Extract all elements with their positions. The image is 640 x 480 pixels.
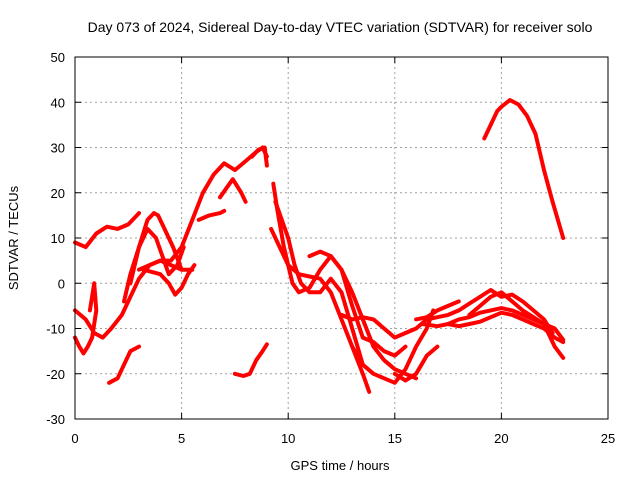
y-tick-label: -10 — [46, 322, 65, 337]
grid — [75, 57, 608, 419]
axis-ticks: 0 5 10 15 20 25 -30 -20 -10 0 10 20 30 40 50 — [46, 50, 615, 446]
y-tick-label: 20 — [51, 186, 65, 201]
y-tick-label: 50 — [51, 50, 65, 65]
x-axis-label: GPS time / hours — [291, 458, 390, 473]
series-arc-15 — [273, 199, 365, 367]
series-arc-01 — [73, 335, 95, 356]
series-arc-07 — [128, 211, 184, 286]
series-arc-19 — [350, 308, 436, 385]
series-arc-12 — [232, 342, 269, 378]
series-arc-10 — [196, 208, 227, 222]
y-tick-label: 30 — [51, 141, 65, 156]
series-arc-03 — [87, 281, 99, 340]
y-tick-label: 0 — [58, 276, 65, 291]
series-arc-13 — [250, 145, 269, 168]
series-arc-09 — [141, 263, 197, 297]
x-tick-label: 15 — [388, 431, 402, 446]
y-tick-label: 10 — [51, 231, 65, 246]
x-tick-label: 20 — [494, 431, 508, 446]
x-tick-label: 0 — [71, 431, 78, 446]
series-arc-05 — [107, 344, 141, 385]
data-series — [73, 98, 566, 394]
series-arc-04 — [73, 211, 141, 250]
x-tick-label: 10 — [281, 431, 295, 446]
y-tick-label: -20 — [46, 367, 65, 382]
series-arc-18 — [339, 312, 429, 340]
series-arc-23 — [424, 288, 555, 335]
series-arc-20 — [392, 344, 440, 383]
series-arc-26 — [482, 98, 566, 240]
series-arc-25 — [467, 290, 566, 360]
y-tick-label: 40 — [51, 95, 65, 110]
x-tick-label: 25 — [601, 431, 615, 446]
x-tick-label: 5 — [178, 431, 185, 446]
series-arc-11 — [218, 177, 248, 204]
y-tick-label: -30 — [46, 412, 65, 427]
series-arc-17 — [307, 249, 419, 381]
y-axis-label: SDTVAR / TECUs — [6, 185, 21, 290]
chart-title: Day 073 of 2024, Sidereal Day-to-day VTE… — [88, 19, 593, 35]
series-arc-08 — [137, 145, 269, 272]
series-arc-21 — [414, 299, 461, 322]
